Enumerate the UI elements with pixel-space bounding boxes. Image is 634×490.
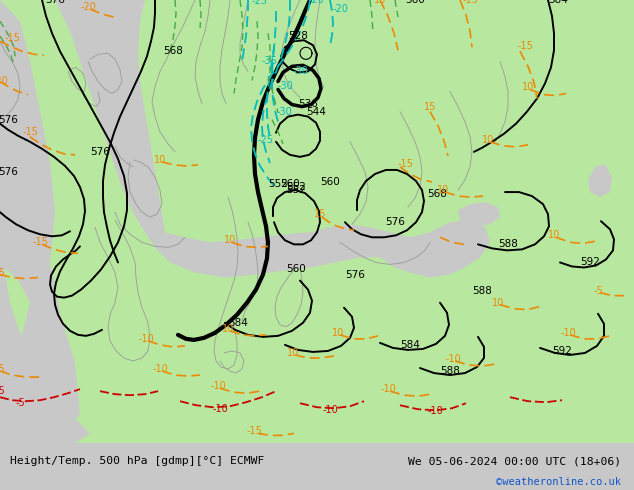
Text: 576: 576 bbox=[385, 217, 405, 227]
Text: -35: -35 bbox=[261, 56, 277, 66]
Text: -5: -5 bbox=[593, 286, 603, 295]
Text: 544: 544 bbox=[306, 107, 326, 117]
Text: 560: 560 bbox=[320, 177, 340, 187]
Text: -5: -5 bbox=[0, 364, 5, 374]
Polygon shape bbox=[155, 220, 490, 277]
Text: 15: 15 bbox=[314, 209, 326, 219]
Text: -10: -10 bbox=[212, 404, 228, 414]
Polygon shape bbox=[0, 0, 80, 443]
Polygon shape bbox=[588, 164, 612, 197]
Text: -20: -20 bbox=[308, 0, 324, 5]
Text: -10: -10 bbox=[322, 405, 338, 415]
Text: -25: -25 bbox=[258, 135, 274, 145]
Text: -15: -15 bbox=[246, 426, 262, 437]
Text: 568: 568 bbox=[163, 46, 183, 56]
Text: 588: 588 bbox=[498, 239, 518, 249]
Text: 552: 552 bbox=[286, 182, 306, 192]
Text: 568: 568 bbox=[427, 189, 447, 199]
Text: 592: 592 bbox=[552, 346, 572, 356]
Text: -25: -25 bbox=[252, 0, 268, 6]
Text: 576: 576 bbox=[45, 0, 65, 5]
Text: We 05-06-2024 00:00 UTC (18+06): We 05-06-2024 00:00 UTC (18+06) bbox=[408, 456, 621, 466]
Text: -10: -10 bbox=[445, 354, 461, 364]
Text: -10: -10 bbox=[380, 384, 396, 394]
Text: -10: -10 bbox=[427, 406, 443, 416]
Text: -10: -10 bbox=[210, 381, 226, 391]
Text: 584: 584 bbox=[548, 0, 568, 5]
Text: 10: 10 bbox=[154, 155, 166, 165]
Text: 10: 10 bbox=[437, 185, 449, 195]
Text: 10: 10 bbox=[482, 135, 494, 145]
Text: -15: -15 bbox=[462, 0, 478, 5]
Text: -5: -5 bbox=[0, 386, 5, 396]
Text: 576: 576 bbox=[0, 167, 18, 177]
Text: -10: -10 bbox=[560, 328, 576, 338]
Text: 584: 584 bbox=[228, 318, 248, 328]
Text: -15: -15 bbox=[397, 159, 413, 169]
Text: 15: 15 bbox=[424, 101, 436, 112]
Text: -20: -20 bbox=[0, 76, 8, 86]
Text: -30: -30 bbox=[292, 66, 308, 76]
Text: -10: -10 bbox=[152, 364, 168, 374]
Text: -15: -15 bbox=[4, 33, 20, 43]
Text: 560: 560 bbox=[286, 265, 306, 274]
Text: Height/Temp. 500 hPa [gdmp][°C] ECMWF: Height/Temp. 500 hPa [gdmp][°C] ECMWF bbox=[10, 456, 264, 466]
Text: 552: 552 bbox=[286, 185, 306, 195]
Polygon shape bbox=[55, 0, 165, 247]
Text: 584: 584 bbox=[400, 340, 420, 350]
Text: -30: -30 bbox=[276, 107, 292, 117]
Text: 10: 10 bbox=[548, 230, 560, 240]
Text: 10: 10 bbox=[224, 235, 236, 245]
Text: 10: 10 bbox=[332, 328, 344, 338]
Text: -30: -30 bbox=[277, 81, 293, 92]
Text: 576: 576 bbox=[90, 147, 110, 157]
Text: 560: 560 bbox=[280, 179, 300, 189]
Text: 588: 588 bbox=[472, 286, 492, 295]
Text: 552: 552 bbox=[268, 179, 288, 189]
Text: 15: 15 bbox=[374, 0, 386, 5]
Text: 592: 592 bbox=[580, 257, 600, 268]
Polygon shape bbox=[0, 0, 634, 443]
Text: 10: 10 bbox=[492, 297, 504, 308]
Polygon shape bbox=[0, 0, 90, 443]
Text: 576: 576 bbox=[345, 270, 365, 279]
Text: 576: 576 bbox=[0, 115, 18, 124]
Text: 10: 10 bbox=[287, 348, 299, 358]
Text: 560: 560 bbox=[405, 0, 425, 5]
Text: -20: -20 bbox=[332, 4, 348, 14]
Polygon shape bbox=[458, 202, 500, 227]
Text: 10: 10 bbox=[522, 82, 534, 93]
Text: 588: 588 bbox=[440, 366, 460, 376]
Text: -5: -5 bbox=[0, 268, 5, 277]
Text: -5: -5 bbox=[15, 398, 25, 408]
Text: ©weatheronline.co.uk: ©weatheronline.co.uk bbox=[496, 477, 621, 487]
Text: 536: 536 bbox=[298, 98, 318, 109]
Text: 10: 10 bbox=[222, 324, 234, 334]
Text: -15: -15 bbox=[32, 237, 48, 247]
Text: -15: -15 bbox=[517, 41, 533, 51]
Text: -20: -20 bbox=[80, 2, 96, 12]
Text: -10: -10 bbox=[138, 334, 154, 344]
Text: 528: 528 bbox=[288, 31, 308, 41]
Text: -15: -15 bbox=[22, 127, 38, 137]
